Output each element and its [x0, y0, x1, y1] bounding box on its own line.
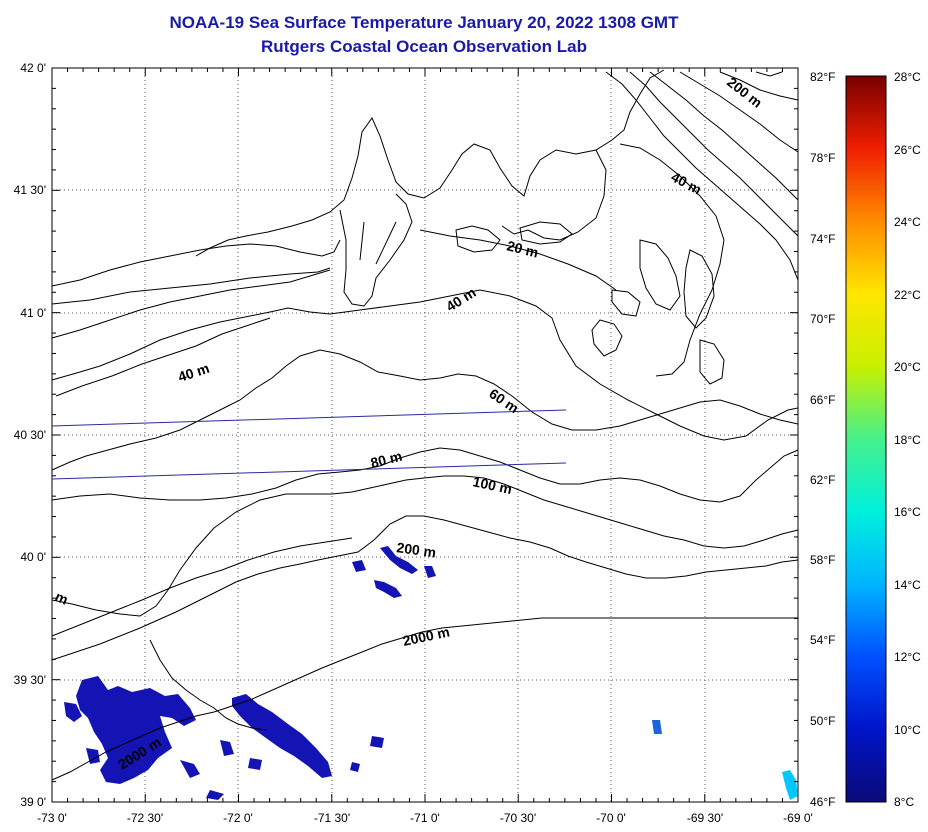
contour-shelf-break	[51, 537, 353, 731]
contour-20m	[51, 229, 617, 339]
fahrenheit-axis: 82°F 78°F 74°F 70°F 66°F 62°F 58°F 54°F …	[810, 70, 835, 809]
lon-tick-label: -73 0'	[37, 811, 67, 825]
celsius-label: 14°C	[894, 578, 921, 592]
depth-labels: 200 m 40 m 20 m 40 m 40 m 60 m 80 m 100 …	[53, 74, 766, 773]
map-panel: 200 m 40 m 20 m 40 m 40 m 60 m 80 m 100 …	[14, 61, 836, 825]
tick-marks	[51, 67, 799, 803]
contour-200m	[51, 515, 799, 661]
fahrenheit-label: 50°F	[810, 714, 835, 728]
sst-patch-southwest	[76, 676, 196, 784]
narragansett-bay	[339, 193, 413, 307]
scan-line-lower	[51, 462, 567, 480]
celsius-label: 12°C	[894, 650, 921, 664]
depth-label-80m: 80 m	[369, 448, 404, 471]
lon-tick-label: -71 0'	[410, 811, 440, 825]
lat-tick-label: 40 30'	[14, 428, 46, 442]
depth-label-edge: m	[53, 588, 71, 608]
bathymetry-contours	[51, 71, 799, 781]
sst-patch-central-2	[220, 736, 384, 772]
contour-40m	[51, 289, 799, 441]
fahrenheit-label: 46°F	[810, 795, 835, 809]
lat-tick-label: 39 0'	[20, 795, 46, 809]
celsius-label: 20°C	[894, 360, 921, 374]
fahrenheit-label: 66°F	[810, 393, 835, 407]
lon-tick-label: -69 0'	[783, 811, 813, 825]
lon-tick-label: -70 0'	[596, 811, 626, 825]
lon-tick-label: -70 30'	[500, 811, 536, 825]
celsius-label: 8°C	[894, 795, 914, 809]
colorbar-gradient	[845, 75, 887, 803]
celsius-label: 22°C	[894, 288, 921, 302]
fahrenheit-label: 82°F	[810, 70, 835, 84]
contour-60m	[51, 349, 799, 471]
depth-label-20m: 20 m	[505, 237, 540, 260]
land-outline	[51, 69, 725, 385]
celsius-label: 10°C	[894, 723, 921, 737]
contour-80m	[51, 447, 799, 503]
fahrenheit-label: 78°F	[810, 151, 835, 165]
contour-40m-west	[55, 317, 271, 397]
sst-patches	[64, 546, 798, 800]
lat-tick-label: 40 0'	[20, 550, 46, 564]
contour-2000m	[51, 617, 798, 781]
long-island-coast	[51, 239, 341, 305]
lon-tick-label: -71 30'	[314, 811, 350, 825]
sst-patch-200m	[352, 546, 436, 598]
lon-tick-label: -72 0'	[223, 811, 253, 825]
celsius-label: 16°C	[894, 505, 921, 519]
fahrenheit-label: 54°F	[810, 633, 835, 647]
map-subtitle: Rutgers Coastal Ocean Observation Lab	[261, 37, 587, 56]
colorbar: 28°C 26°C 24°C 22°C 20°C 18°C 16°C 14°C …	[845, 70, 921, 809]
fahrenheit-label: 70°F	[810, 312, 835, 326]
lon-axis: -73 0' -72 30' -72 0' -71 30' -71 0' -70…	[37, 811, 813, 825]
sst-patch-southwest-2	[64, 702, 224, 800]
sst-patch-east	[652, 720, 662, 734]
fahrenheit-label: 74°F	[810, 232, 835, 246]
graticule	[52, 68, 798, 802]
celsius-label: 28°C	[894, 70, 921, 84]
lon-tick-label: -72 30'	[127, 811, 163, 825]
contour-gulf-maine	[605, 71, 799, 281]
sst-patch-central	[232, 694, 332, 778]
contour-100m	[51, 475, 799, 617]
depth-label-200m-mid: 200 m	[396, 539, 438, 560]
lat-tick-label: 41 30'	[14, 183, 46, 197]
fahrenheit-label: 58°F	[810, 553, 835, 567]
sst-patch-corner	[782, 770, 798, 800]
lon-tick-label: -69 30'	[687, 811, 723, 825]
islands-south	[455, 221, 641, 357]
map-title: NOAA-19 Sea Surface Temperature January …	[170, 13, 680, 32]
celsius-label: 18°C	[894, 433, 921, 447]
lat-tick-label: 39 30'	[14, 673, 46, 687]
shelf-features-east	[639, 239, 725, 385]
scan-lines	[51, 409, 567, 480]
fahrenheit-label: 62°F	[810, 473, 835, 487]
lat-axis: 42 0' 41 30' 41 0' 40 30' 40 0' 39 30' 3…	[14, 61, 46, 809]
lat-tick-label: 42 0'	[20, 61, 46, 75]
scan-line-upper	[51, 409, 567, 427]
celsius-label: 26°C	[894, 143, 921, 157]
celsius-label: 24°C	[894, 215, 921, 229]
lat-tick-label: 41 0'	[20, 306, 46, 320]
